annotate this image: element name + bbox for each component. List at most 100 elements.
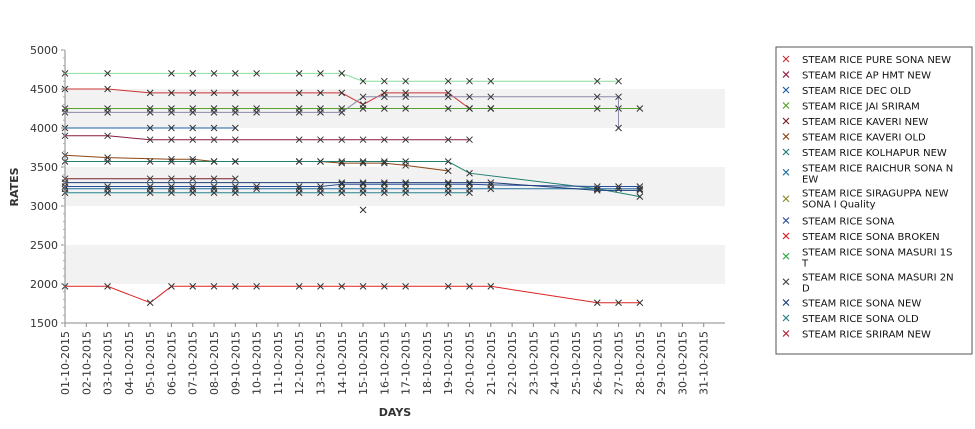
legend-label: STEAM RICE SONA BROKEN (802, 232, 940, 243)
data-point (317, 136, 324, 144)
y-tick-label: 5000 (30, 44, 58, 57)
data-point (210, 109, 218, 116)
data-point (317, 158, 324, 165)
series-line (65, 72, 619, 82)
grid-band (65, 245, 725, 284)
y-tick-label: 3000 (30, 200, 58, 213)
legend-entry: STEAM RICE RAICHUR SONA NEW (782, 164, 953, 186)
data-point (231, 183, 239, 190)
x-tick-label: 03-10-2015 (102, 331, 115, 395)
legend-entry: STEAM RICE KAVERI NEW (782, 117, 928, 128)
data-point (359, 93, 367, 101)
data-point (210, 175, 218, 183)
legend-label: STEAM RICE SONA MASURI 2N (802, 273, 954, 284)
data-point (487, 93, 495, 101)
data-point (104, 183, 111, 190)
data-point (168, 158, 175, 165)
x-tick-label: 18-10-2015 (421, 331, 434, 395)
series (61, 179, 644, 194)
series (61, 93, 622, 132)
data-point (615, 93, 622, 101)
data-point (402, 158, 409, 165)
data-point (146, 299, 154, 307)
data-point (210, 158, 218, 165)
y-axis-title: RATES (8, 167, 21, 206)
data-point (295, 282, 303, 290)
legend-label: STEAM RICE KOLHAPUR NEW (802, 148, 947, 159)
data-point (189, 189, 197, 197)
data-point (466, 169, 473, 177)
legend-marker (782, 278, 790, 286)
data-point (210, 70, 218, 77)
x-tick-label: 01-10-2015 (59, 331, 72, 395)
x-tick-label: 27-10-2015 (613, 331, 626, 395)
x-tick-label: 30-10-2015 (676, 331, 689, 395)
data-point (444, 136, 452, 144)
data-point (381, 93, 388, 101)
x-tick-label: 15-10-2015 (357, 331, 370, 395)
data-point (168, 136, 175, 144)
data-point (231, 109, 239, 116)
data-point (189, 70, 197, 77)
x-tick-label: 19-10-2015 (442, 331, 455, 395)
data-point (487, 179, 495, 186)
legend-label: STEAM RICE JAI SRIRAM (802, 102, 920, 113)
legend: STEAM RICE PURE SONA NEW STEAM RICE AP HM… (775, 46, 973, 355)
data-point (295, 136, 303, 144)
legend-marker (782, 330, 790, 337)
data-point (210, 89, 218, 97)
data-point (168, 109, 175, 116)
legend-marker (782, 55, 790, 63)
data-point (338, 282, 346, 290)
data-point (104, 158, 111, 165)
data-point (636, 105, 644, 112)
data-point (189, 183, 197, 190)
data-point (338, 136, 346, 144)
data-point (381, 189, 388, 197)
data-point (615, 124, 622, 132)
data-point (444, 105, 452, 112)
legend-marker (782, 252, 790, 260)
data-point (146, 89, 154, 97)
data-point (359, 206, 367, 214)
data-point (146, 124, 154, 132)
legend-entry: STEAM RICE SONA OLD (782, 314, 919, 325)
data-point (295, 189, 303, 197)
series-layer (61, 70, 644, 307)
data-point (317, 89, 324, 97)
data-point (381, 158, 388, 165)
data-point (593, 187, 601, 194)
y-tick-label: 2500 (30, 239, 58, 252)
legend-entry: STEAM RICE SONA BROKEN (782, 232, 940, 243)
data-point (381, 105, 388, 112)
x-tick-label: 25-10-2015 (570, 331, 583, 395)
x-tick-label: 23-10-2015 (527, 331, 540, 395)
data-point (402, 282, 409, 290)
y-tick-label: 4500 (30, 83, 58, 96)
legend-marker (782, 168, 790, 176)
legend-marker (782, 117, 790, 125)
data-point (487, 282, 495, 290)
data-point (295, 183, 303, 190)
data-point (104, 85, 111, 93)
data-point (168, 124, 175, 132)
series-line (65, 88, 491, 109)
data-point (253, 183, 260, 190)
data-point (444, 179, 452, 186)
data-point (317, 183, 324, 190)
series (61, 124, 239, 132)
data-point (402, 93, 409, 101)
x-tick-label: 28-10-2015 (634, 331, 647, 395)
legend-marker (782, 86, 790, 94)
data-point (295, 109, 303, 116)
data-point (381, 77, 388, 85)
x-tick-label: 08-10-2015 (208, 331, 221, 395)
legend-marker (782, 133, 790, 140)
x-tick-label: 24-10-2015 (549, 331, 562, 395)
data-point (146, 109, 154, 116)
data-point (231, 136, 239, 144)
legend-label: SONA I Quality (802, 200, 876, 211)
data-point (615, 77, 622, 85)
legend-label: T (801, 259, 809, 270)
